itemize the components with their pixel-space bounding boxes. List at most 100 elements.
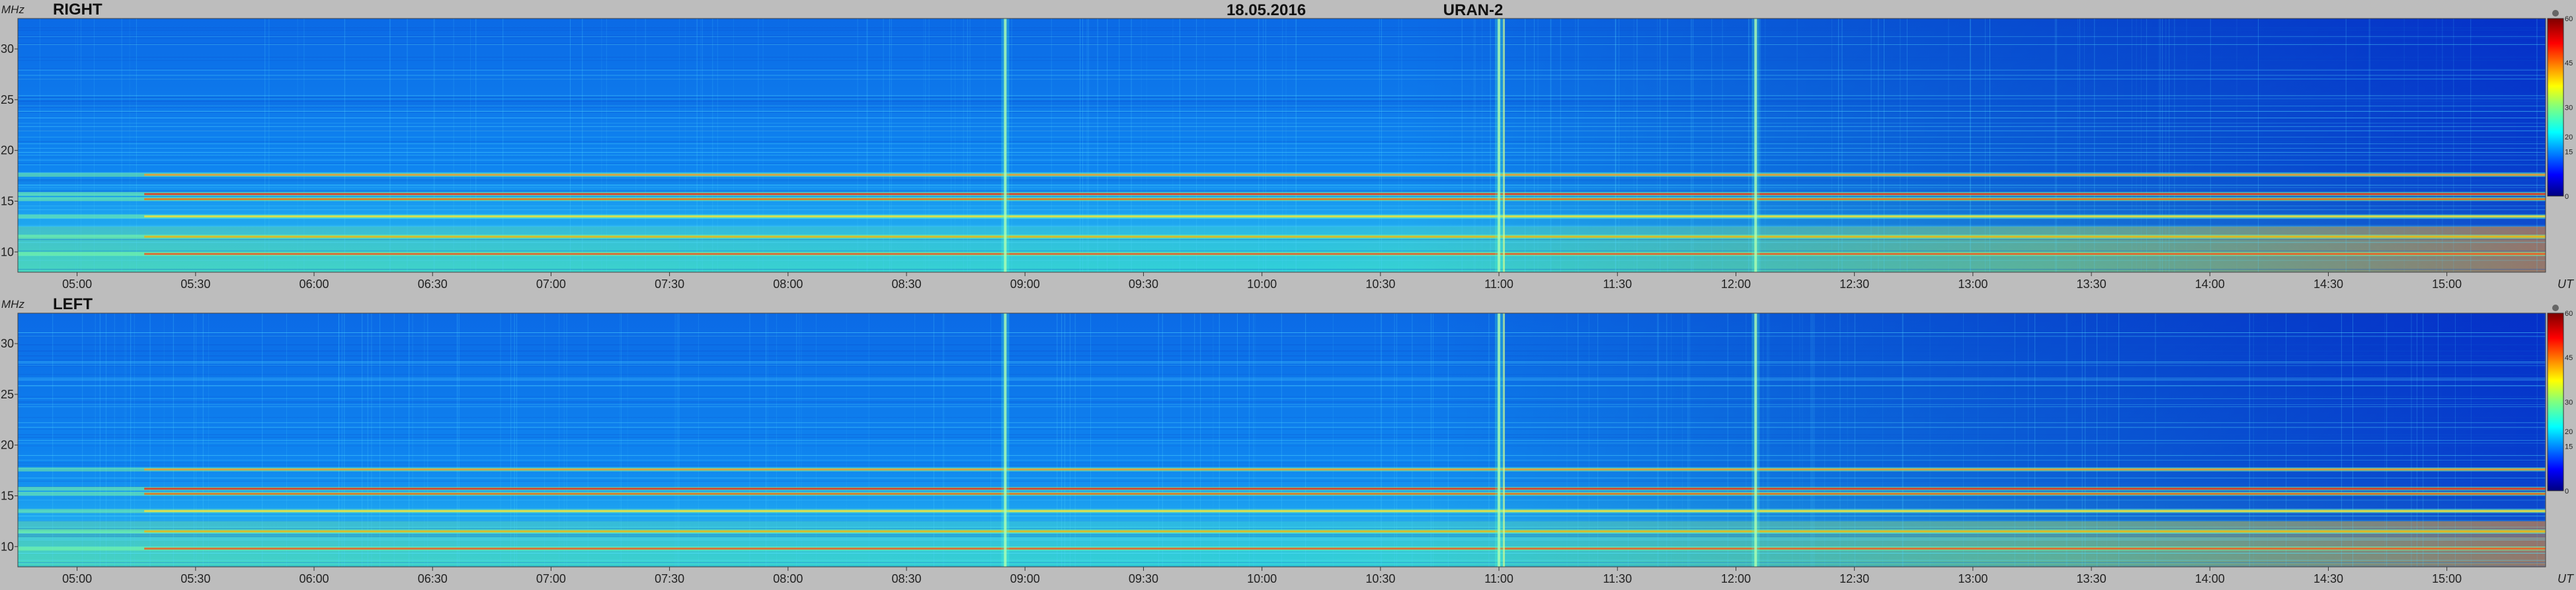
x-tick-label: 05:30: [181, 277, 210, 291]
y-tick-label: 25: [1, 93, 14, 106]
burst-line: [1495, 18, 1506, 272]
x-tick-label: 09:00: [1010, 572, 1040, 585]
colorbar-tick-label: 20: [2565, 133, 2573, 141]
x-tick-label: 12:30: [1839, 572, 1869, 585]
interference-band: [18, 192, 2546, 196]
spectrogram-panel-right: RIGHT MHz 10 15 20 25 30 05:00 05:30 06:00 06:30 07…: [1, 1, 2575, 291]
y-tick-label: 15: [1, 194, 14, 207]
x-tick-label: 08:00: [773, 277, 803, 291]
x-tick-label: 13:30: [2077, 572, 2107, 585]
x-tick-label: 07:30: [655, 572, 684, 585]
x-tick-label: 10:30: [1365, 572, 1395, 585]
y-tick-label: 30: [1, 42, 14, 55]
panel-label: LEFT: [53, 295, 93, 313]
x-tick-label: 15:00: [2432, 572, 2462, 585]
colorbar-cap-icon: [2552, 10, 2559, 17]
x-tick-label: 14:00: [2195, 572, 2225, 585]
x-tick-label: 11:30: [1603, 277, 1632, 291]
x-tick-label: 09:30: [1129, 572, 1158, 585]
colorbar-cap-icon: [2552, 305, 2559, 311]
y-tick-label: 20: [1, 439, 14, 452]
panel-label: RIGHT: [53, 1, 102, 18]
x-tick-label: 12:00: [1721, 572, 1751, 585]
colorbar-tick-label: 15: [2565, 443, 2573, 451]
colorbar-tick-label: 20: [2565, 428, 2573, 436]
x-tick-label: 13:30: [2077, 277, 2107, 291]
interference-band: [18, 486, 2546, 491]
x-tick-label: 13:00: [1958, 572, 1988, 585]
y-tick-label: 10: [1, 540, 14, 553]
interference-band: [18, 546, 2546, 551]
interference-band: [18, 529, 2546, 534]
y-tick-label: 15: [1, 489, 14, 502]
x-tick-label: 06:00: [299, 277, 329, 291]
colorbar-tick-label: 30: [2565, 398, 2573, 406]
x-tick-label: 08:30: [892, 572, 922, 585]
x-tick-label: 12:00: [1721, 277, 1751, 291]
interference-band: [18, 172, 2546, 177]
colorbar-tick-label: 60: [2565, 310, 2573, 318]
x-tick-label: 05:00: [62, 277, 92, 291]
x-tick-label: 15:00: [2432, 277, 2462, 291]
x-tick-label: 05:00: [62, 572, 92, 585]
colorbar-tick-label: 60: [2565, 15, 2573, 23]
instrument-title: URAN-2: [1443, 1, 1504, 19]
x-tick-label: 08:00: [773, 572, 803, 585]
x-tick-label: 06:30: [418, 277, 448, 291]
plot-frame: [17, 313, 2546, 568]
burst-line: [1001, 18, 1010, 272]
heatmap-area: [18, 313, 2546, 567]
y-axis-label: MHz: [1, 298, 24, 311]
x-tick-label: 05:30: [181, 572, 210, 585]
x-tick-label: 09:00: [1010, 277, 1040, 291]
interference-band: [18, 235, 2546, 239]
burst-line: [1751, 313, 1760, 567]
x-tick-label: 07:30: [655, 277, 684, 291]
x-tick-label: 14:00: [2195, 277, 2225, 291]
x-tick-label: 11:00: [1484, 572, 1513, 585]
x-tick-label: 10:30: [1365, 277, 1395, 291]
colorbar-tick-label: 0: [2565, 193, 2569, 201]
interference-band: [18, 509, 2546, 513]
x-axis-label: UT: [2557, 572, 2575, 585]
x-tick-label: 08:30: [892, 277, 922, 291]
y-axis-label: MHz: [1, 3, 24, 16]
colorbar: 0 15 20 30 45 60: [2547, 305, 2573, 496]
x-tick-label: 07:00: [536, 572, 566, 585]
y-tick-label: 10: [1, 245, 14, 258]
x-tick-label: 12:30: [1839, 277, 1869, 291]
burst-line: [1495, 313, 1506, 567]
interference-band: [18, 492, 2546, 496]
colorbar-tick-label: 45: [2565, 354, 2573, 362]
interference-band: [18, 214, 2546, 219]
colorbar-tick-label: 45: [2565, 59, 2573, 67]
x-tick-label: 11:00: [1484, 277, 1513, 291]
burst-line: [1001, 313, 1010, 567]
burst-line: [1751, 18, 1760, 272]
x-tick-label: 09:30: [1129, 277, 1158, 291]
x-tick-label: 10:00: [1247, 277, 1277, 291]
x-tick-label: 11:30: [1603, 572, 1632, 585]
plot-frame: [17, 18, 2546, 273]
x-tick-label: 07:00: [536, 277, 566, 291]
colorbar: 0 15 20 30 45 60: [2547, 10, 2573, 201]
y-tick-label: 25: [1, 388, 14, 401]
colorbar-tick-label: 30: [2565, 104, 2573, 112]
x-tick-label: 06:30: [418, 572, 448, 585]
colorbar-tick-label: 15: [2565, 149, 2573, 157]
interference-band: [18, 252, 2546, 256]
date-title: 18.05.2016: [1227, 1, 1306, 19]
x-tick-label: 10:00: [1247, 572, 1277, 585]
spectrogram-panel-left: LEFT MHz 10 15 20 25 30 05:00 05:30 06:00 06:30 07:…: [1, 295, 2575, 585]
interference-band: [18, 467, 2546, 472]
x-tick-label: 13:00: [1958, 277, 1988, 291]
x-axis-label: UT: [2557, 277, 2575, 291]
colorbar-tick-label: 0: [2565, 488, 2569, 496]
y-tick-label: 30: [1, 337, 14, 350]
x-tick-label: 14:30: [2314, 572, 2343, 585]
heatmap-area: [18, 18, 2546, 272]
x-tick-label: 06:00: [299, 572, 329, 585]
interference-band: [18, 197, 2546, 202]
